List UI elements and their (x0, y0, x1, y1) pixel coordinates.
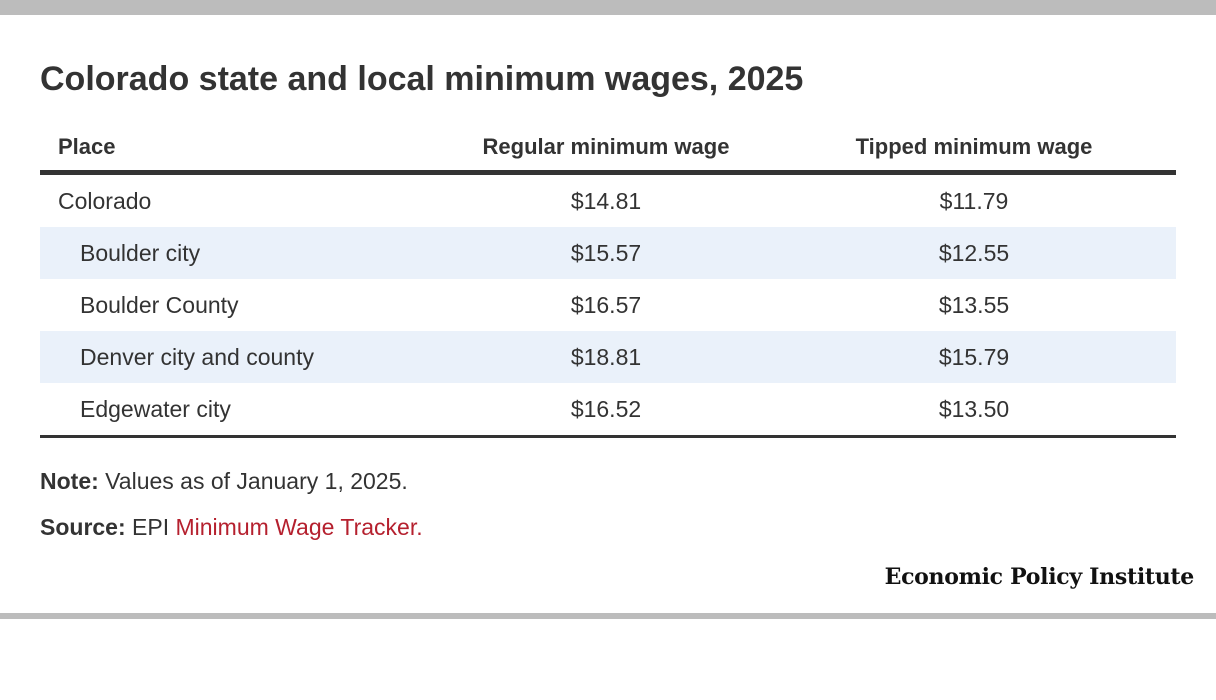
cell-place: Denver city and county (40, 331, 440, 383)
table-row: Boulder County $16.57 $13.55 (40, 279, 1176, 331)
wage-table-container: Place Regular minimum wage Tipped minimu… (40, 124, 1176, 438)
source-label: Source: (40, 514, 126, 540)
cell-place: Boulder County (80, 291, 239, 318)
cell-regular-wage: $15.57 (440, 227, 772, 279)
source-line: Source: EPI Minimum Wage Tracker. (40, 514, 423, 541)
top-rule (0, 0, 1216, 15)
table-header-row: Place Regular minimum wage Tipped minimu… (40, 124, 1176, 175)
cell-regular-wage: $18.81 (440, 331, 772, 383)
brand-logo-text: Economic Policy Institute (884, 564, 1195, 590)
cell-place: Colorado (58, 187, 152, 214)
table-row: Edgewater city $16.52 $13.50 (40, 383, 1176, 438)
note-text: Values as of January 1, 2025. (105, 468, 408, 494)
cell-place: Boulder city (40, 227, 440, 279)
cell-tipped-wage: $13.55 (938, 291, 1010, 318)
cell-tipped-wage: $13.50 (772, 383, 1176, 438)
wage-table: Place Regular minimum wage Tipped minimu… (40, 124, 1176, 438)
table-row: Boulder city $15.57 $12.55 (40, 227, 1176, 279)
note-label: Note: (40, 468, 99, 494)
source-link[interactable]: Minimum Wage Tracker. (175, 514, 423, 540)
source-prefix: EPI (132, 514, 170, 540)
table-row: Denver city and county $18.81 $15.79 (40, 331, 1176, 383)
column-header-regular: Regular minimum wage (440, 124, 772, 175)
cell-tipped-wage: $12.55 (772, 227, 1176, 279)
cell-place: Edgewater city (40, 383, 440, 438)
cell-regular-wage: $16.52 (440, 383, 772, 438)
column-header-tipped: Tipped minimum wage (772, 124, 1176, 175)
cell-tipped-wage: $15.79 (772, 331, 1176, 383)
cell-regular-wage: $16.57 (570, 291, 642, 318)
note-line: Note: Values as of January 1, 2025. (40, 468, 408, 495)
column-header-place: Place (40, 124, 440, 175)
cell-tipped-wage: $11.79 (939, 187, 1009, 214)
chart-title: Colorado state and local minimum wages, … (40, 60, 804, 98)
bottom-rule (0, 613, 1216, 619)
cell-regular-wage: $14.81 (570, 187, 642, 214)
table-row: Colorado $14.81 $11.79 (40, 173, 1176, 228)
